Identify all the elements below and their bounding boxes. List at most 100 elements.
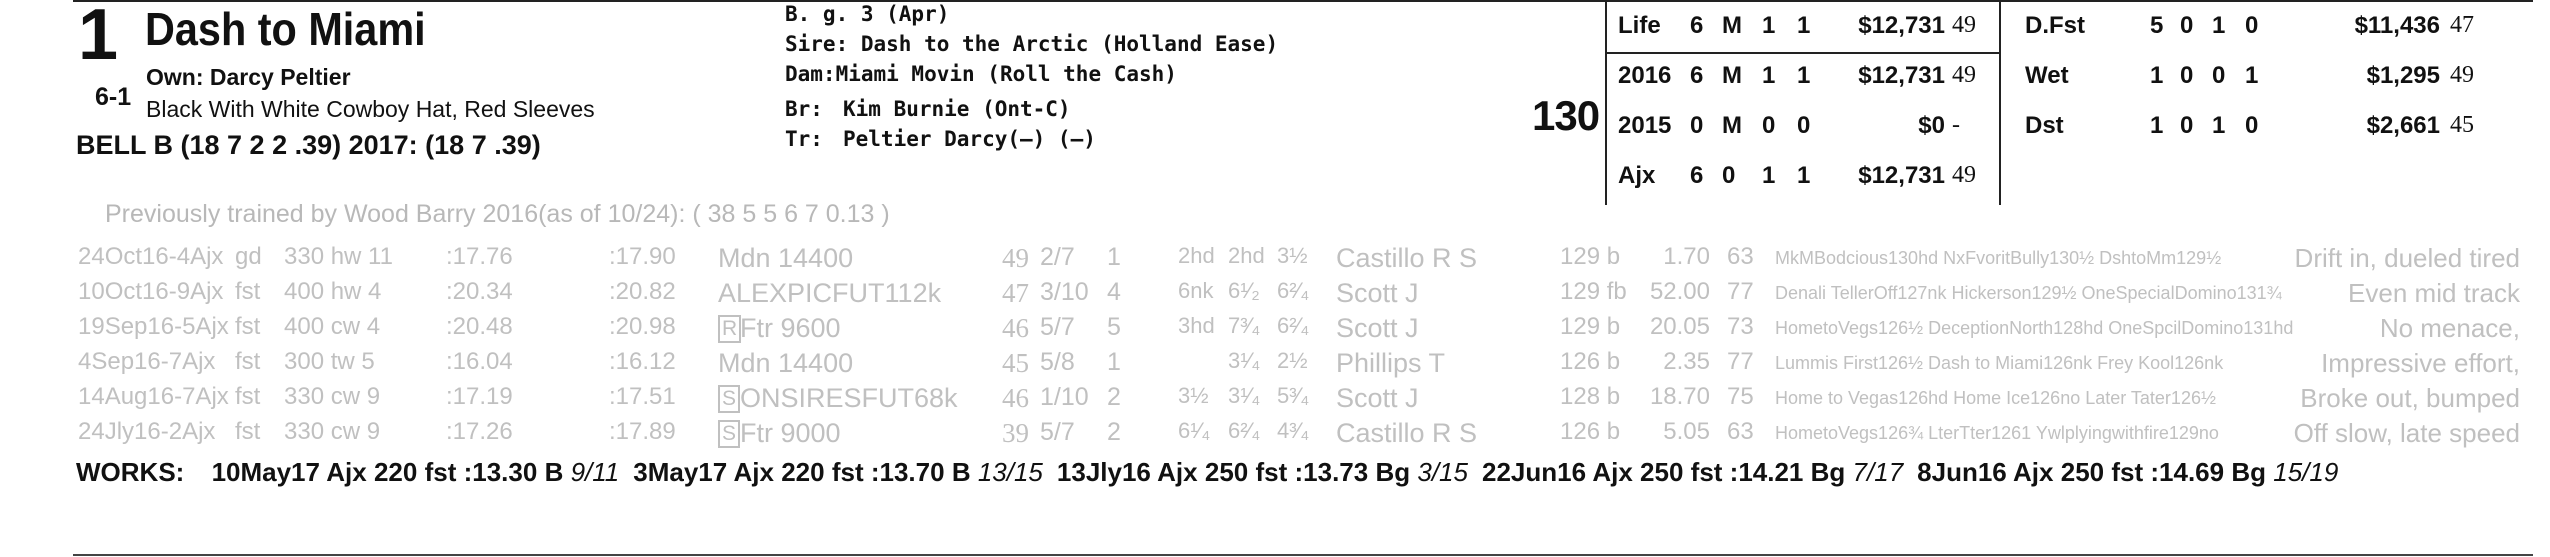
record-places: 1 [1762,12,1776,39]
pp-race: Mdn 14400 [718,243,854,273]
breeding-dam: Dam:Miami Movin (Roll the Cash) [785,62,1177,86]
work-distance: 220 [373,457,418,487]
pp-fraction-2: :20.98 [609,313,676,340]
pp-race-box: S [718,385,741,413]
pp-race: ONSIRESFUT68k [740,383,958,413]
pp-comment: Drift in, dueled tired [2294,243,2520,273]
work-time: :13.73 [1294,457,1369,487]
work-distance: 250 [1640,457,1684,487]
pp-race: Mdn 14400 [718,348,854,378]
weight: 130 [1532,92,1600,139]
pp-post: 5/8 [1040,348,1075,376]
record-wins: 0 [1722,162,1736,189]
works-items: 10May17 Ajx 220 fst :13.30 B 9/11 3May17 … [192,457,2339,487]
record-wins: M [1722,62,1742,89]
pp-distance: 300 tw 5 [284,348,375,375]
pp-jockey: Phillips T [1336,348,1446,378]
pp-speed: 73 [1727,313,1754,340]
pp-fraction-2: :17.89 [609,418,676,445]
record-earnings: $12,731 [1858,162,1945,189]
pp-call-1: 2hd [1178,243,1215,268]
pp-odds: 5.05 [1663,418,1710,445]
work-time: :13.30 [463,457,538,487]
work-entry: 3May17 Ajx 220 fst :13.70 B 13/15 [633,457,1043,487]
work-condition: fst [831,457,864,487]
pp-jockey: Scott J [1336,313,1419,343]
surface-shows: 1 [2245,62,2259,89]
pp-race-box: R [718,315,742,343]
pp-fraction-2: :20.82 [609,278,676,305]
work-date: 13Jly16 [1056,457,1151,487]
pp-speed: 75 [1727,383,1754,410]
pp-weight: 129 b [1560,243,1621,270]
record-figure: 49 [1952,12,1976,38]
work-distance: 220 [781,457,825,487]
pp-fraction-1: :17.19 [446,383,513,410]
work-track: Ajx [2013,457,2054,487]
pp-start: 1 [1107,348,1121,376]
breeding-trainer: Tr: Peltier Darcy(—) (—) [785,127,1096,151]
record-shows: 1 [1797,62,1811,89]
pp-top-finishers: HometoVegs126½ DeceptionNorth128hd OneSp… [1775,318,2294,338]
record-starts: 6 [1690,12,1704,39]
work-rank: 3/15 [1417,457,1468,487]
pp-condition: fst [235,278,261,305]
pp-figure: 49 [1002,243,1029,273]
pp-race: Ftr 9600 [740,313,841,343]
surface-places: 0 [2212,62,2226,89]
pp-jockey: Scott J [1336,383,1419,413]
pp-fraction-1: :20.34 [446,278,513,305]
pp-call-1: 6nk [1178,278,1214,303]
pp-figure: 46 [1002,313,1029,343]
pp-top-finishers: MkMBodcious130hd NxFvoritBully130½ Dshto… [1775,248,2222,268]
record-starts: 0 [1690,112,1704,139]
work-entry: 22Jun16 Ajx 250 fst :14.21 Bg 7/17 [1482,457,1903,487]
surface-figure: 47 [2450,12,2474,38]
trainer-label: Tr: [785,127,823,151]
pp-odds: 2.35 [1663,348,1710,375]
bottom-rule [73,554,2533,556]
record-wins: M [1722,12,1742,39]
pp-fraction-2: :17.90 [609,243,676,270]
record-figure: 49 [1952,162,1976,188]
pp-date: 4Sep16-7Ajx [78,348,216,375]
pp-finish: 6²⁄₄ [1277,278,1310,303]
record-label: 2016 [1618,62,1672,89]
record-earnings: $12,731 [1858,12,1945,39]
pp-odds: 18.70 [1649,383,1710,410]
surface-earnings: $1,295 [2366,62,2440,89]
pp-top-finishers: Lummis First126½ Dash to Miami126nk Frey… [1775,353,2224,373]
pp-fraction-2: :17.51 [609,383,676,410]
pp-date: 24Oct16-4Ajx [78,243,224,270]
pp-post: 5/7 [1040,418,1075,446]
record-places: 0 [1762,112,1776,139]
dam-label: Dam: [785,62,836,86]
pp-distance: 330 hw 11 [284,243,393,270]
work-rank: 15/19 [2273,457,2339,487]
pp-date: 10Oct16-9Ajx [78,278,224,305]
work-date: 22Jun16 [1481,457,1587,487]
work-grade: Bg [1375,457,1411,487]
pp-date: 14Aug16-7Ajx [78,383,229,410]
pp-top-finishers: Denali TellerOff127nk Hickerson129½ OneS… [1775,283,2282,303]
breeding-breeder: Br: Kim Burnie (Ont-C) [785,97,1071,121]
surface-wins: 0 [2180,12,2194,39]
surface-label: Wet [2025,62,2069,89]
work-condition: fst [424,457,457,487]
surface-wins: 0 [2180,112,2194,139]
record-shows: 1 [1797,12,1811,39]
surface-figure: 45 [2450,112,2474,138]
pp-finish: 2½ [1277,348,1308,373]
pp-distance: 400 hw 4 [284,278,382,305]
work-time: :14.69 [2150,457,2225,487]
pp-speed: 77 [1727,348,1754,375]
pp-condition: fst [235,313,261,340]
work-track: Ajx [1592,457,1633,487]
top-rule [73,0,2533,2]
surface-label: Dst [2025,112,2064,139]
work-condition: fst [2111,457,2144,487]
pp-condition: fst [235,348,261,375]
record-starts: 6 [1690,62,1704,89]
pp-comment: Even mid track [2348,278,2520,308]
work-grade: B [951,457,971,487]
